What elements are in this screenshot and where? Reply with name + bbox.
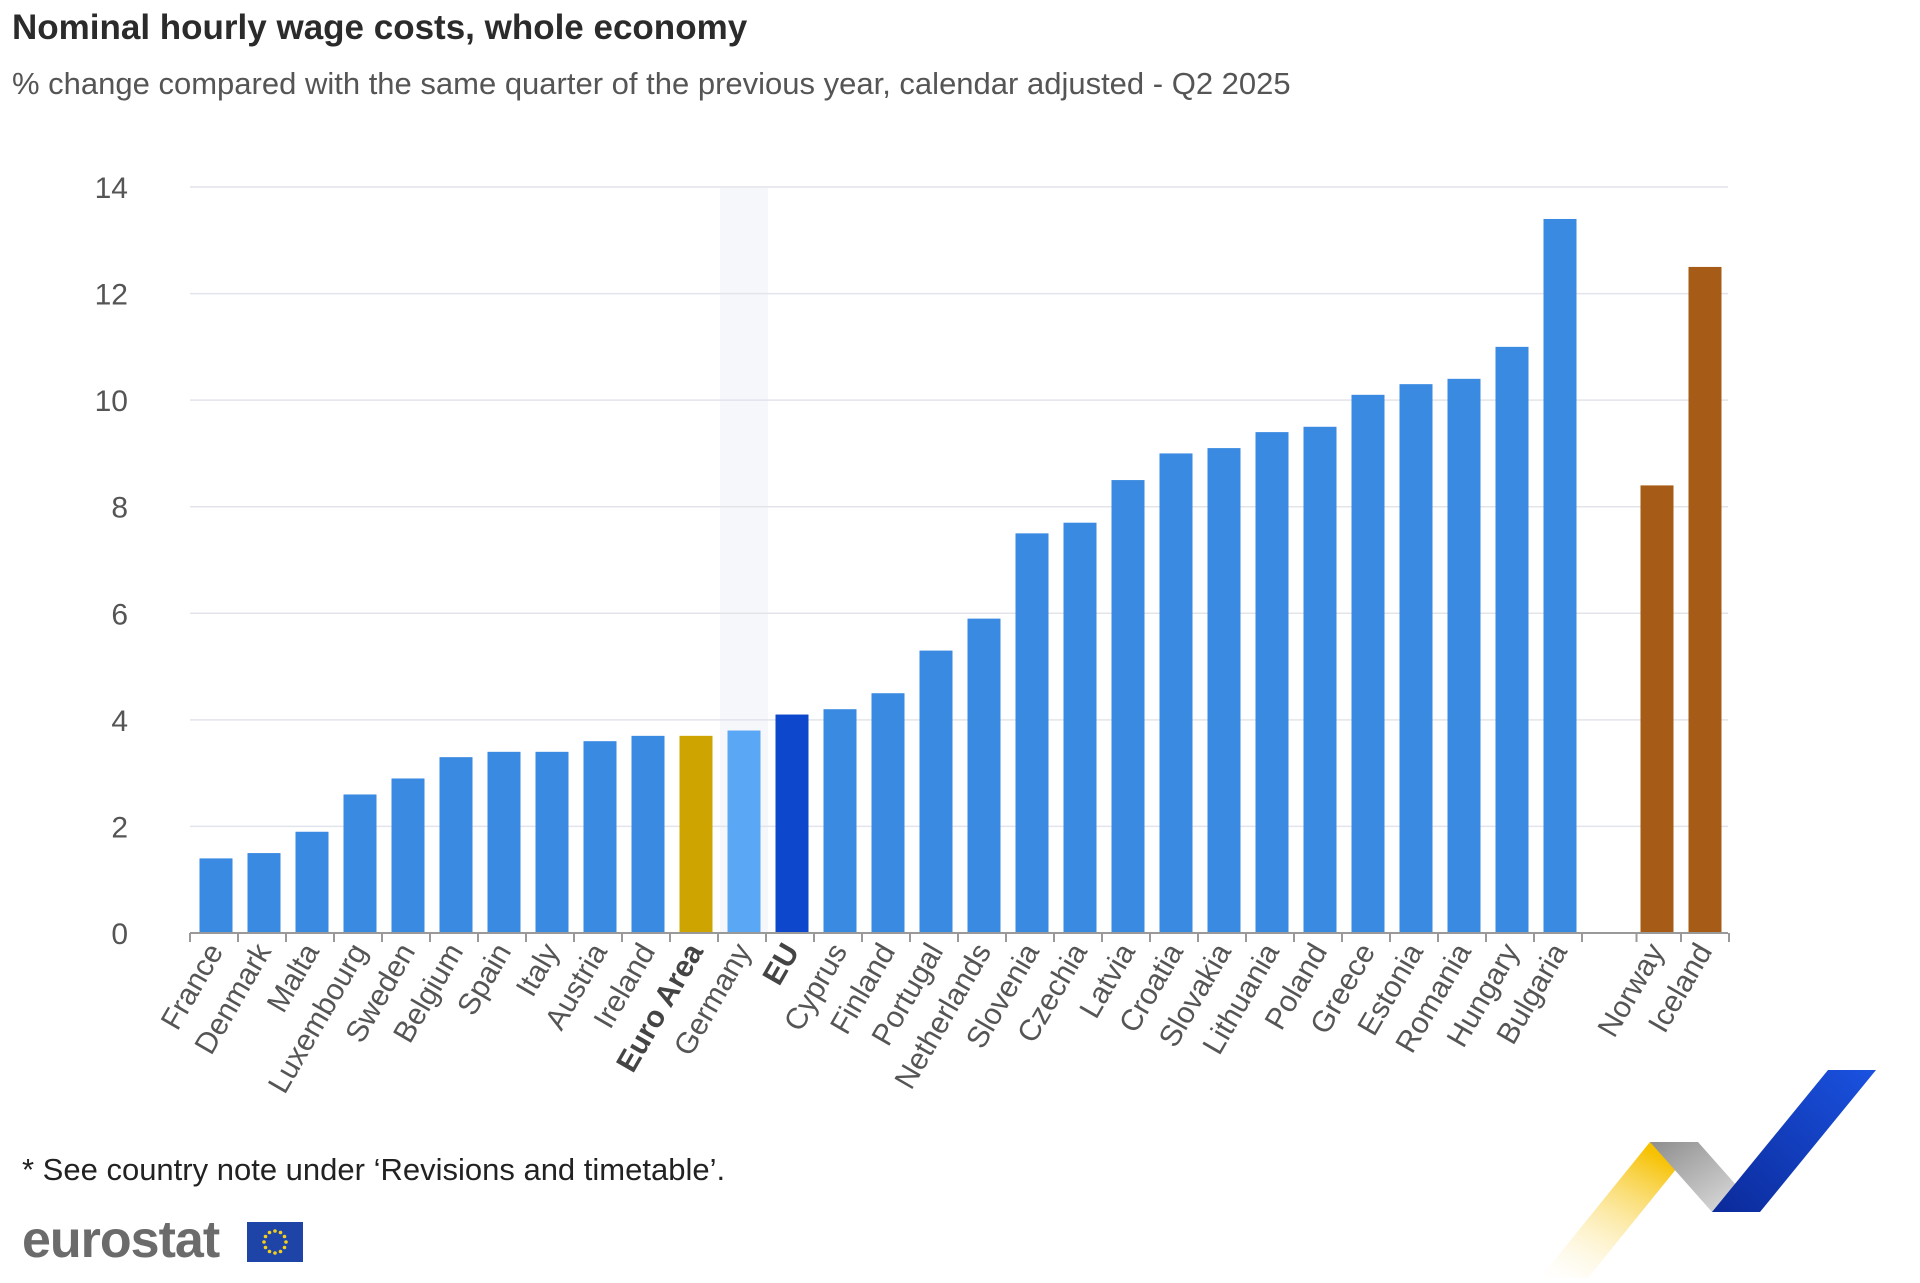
bar-chart: 02468101214FranceDenmarkMaltaLuxembourgS… [95,172,1730,1099]
y-tick-label: 12 [95,279,128,312]
bar [439,757,473,933]
bar [1111,480,1145,933]
bar [1303,426,1337,933]
bar [1063,522,1097,933]
eurostat-wordmark: eurostat [22,1211,220,1269]
bar [1351,394,1385,933]
bar [295,831,329,933]
bar [775,714,809,933]
bar [1543,218,1577,933]
bar [343,794,377,933]
bar [247,853,281,933]
bar [919,650,953,933]
bar [1255,432,1289,933]
chart-subtitle: % change compared with the same quarter … [12,66,1291,101]
decorative-ribbon [1540,1070,1876,1278]
y-tick-label: 2 [111,811,128,844]
y-tick-label: 4 [111,705,128,738]
bar [535,751,569,933]
eu-flag-icon [247,1222,303,1262]
bar [727,730,761,933]
bar [1447,378,1481,933]
bar [1640,485,1674,933]
bar [631,735,665,933]
chart-title: Nominal hourly wage costs, whole economy [12,8,748,47]
y-tick-label: 0 [111,918,128,951]
bar [1399,384,1433,934]
bar [823,709,857,933]
bar [871,693,905,933]
bar [1015,533,1049,933]
footnote: * See country note under ‘Revisions and … [22,1152,726,1187]
y-tick-label: 6 [111,598,128,631]
bar [487,751,521,933]
bar [1688,266,1722,933]
y-tick-label: 14 [95,172,128,205]
y-tick-label: 10 [95,385,128,418]
bar [1495,346,1529,933]
bar [679,735,713,933]
bar [1207,448,1241,933]
bar [1159,453,1193,933]
bar [199,858,233,933]
bar [967,618,1001,933]
bar [391,778,425,933]
bar [583,741,617,933]
y-tick-label: 8 [111,492,128,525]
